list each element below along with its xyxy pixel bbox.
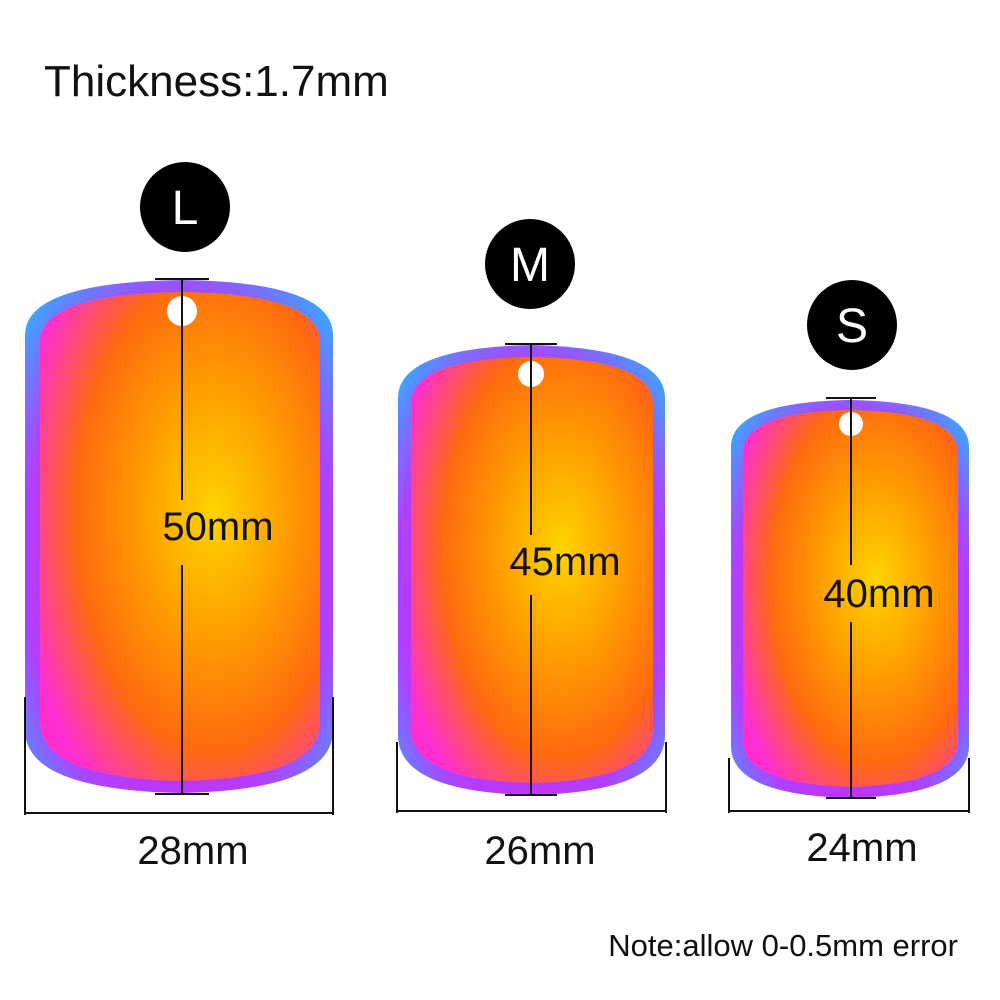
tag-m-width-line <box>396 742 667 813</box>
tag-l-height-line <box>155 278 209 795</box>
tag-m: M 45mm 26mm <box>396 219 667 873</box>
tag-s-width-line <box>728 758 970 813</box>
thickness-title: Thickness:1.7mm <box>44 57 389 106</box>
tag-l-length-label: 50mm <box>162 505 273 549</box>
tag-m-height-line <box>505 343 557 796</box>
tag-l-width-line <box>24 697 334 815</box>
tag-s-width-label: 24mm <box>806 826 917 870</box>
tag-l-face <box>40 292 320 781</box>
tag-s-size-badge <box>807 280 897 370</box>
tag-m-width-label: 26mm <box>484 829 595 873</box>
error-tolerance-note: Note:allow 0-0.5mm error <box>608 928 958 963</box>
tag-m-length-label: 45mm <box>509 540 620 584</box>
tag-l-width-label: 28mm <box>137 829 248 873</box>
tag-s-size-letter: S <box>836 300 868 353</box>
tag-l-size-badge <box>140 162 230 252</box>
tag-s: S 40mm 24mm <box>728 280 970 870</box>
tag-m-size-letter: M <box>510 239 550 292</box>
tag-l: L 50mm 28mm <box>24 162 334 873</box>
tag-l-size-letter: L <box>172 182 199 235</box>
tag-m-face <box>411 357 653 783</box>
tag-s-height-line <box>826 397 876 799</box>
tag-m-size-badge <box>485 219 575 309</box>
tag-s-face <box>743 410 958 787</box>
tag-s-length-label: 40mm <box>823 572 934 616</box>
